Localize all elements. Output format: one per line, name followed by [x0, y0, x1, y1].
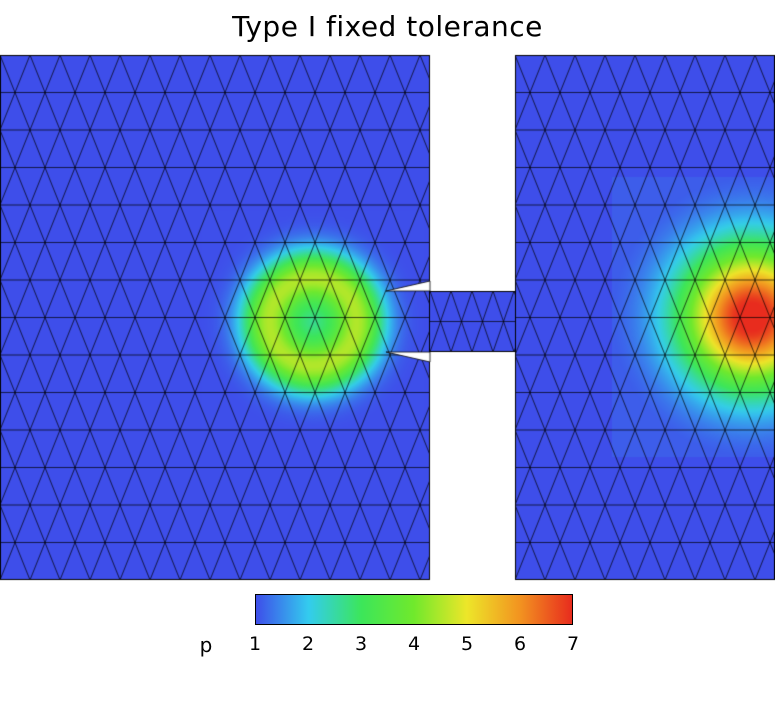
colorbar-ticks: 1 2 3 4 5 6 7 — [249, 633, 579, 659]
colorbar-tick-label: 3 — [354, 633, 368, 655]
colorbar-tick-label: 7 — [566, 633, 580, 655]
colorbar-tick-label: 6 — [513, 633, 527, 655]
colorbar-tick-label: 5 — [460, 633, 474, 655]
colorbar-tick-label: 2 — [301, 633, 315, 655]
colorbar-tick-label: 1 — [248, 633, 262, 655]
colorbar-tick-label: 4 — [407, 633, 421, 655]
fem-mesh-canvas — [0, 0, 775, 585]
colorbar — [255, 594, 573, 625]
colorbar-label: p — [199, 633, 213, 657]
